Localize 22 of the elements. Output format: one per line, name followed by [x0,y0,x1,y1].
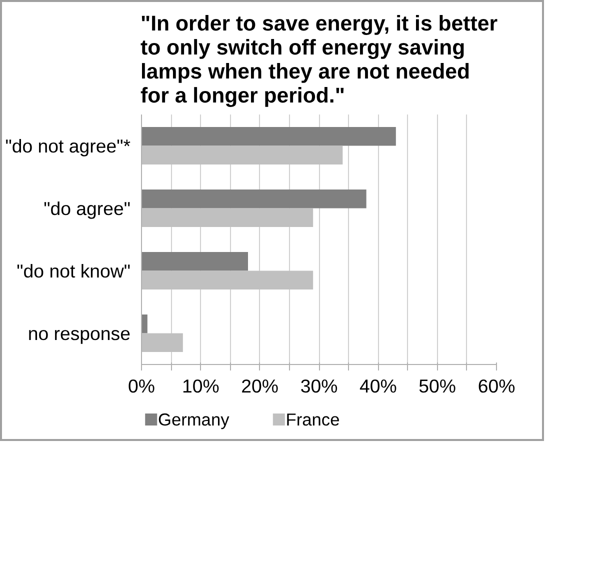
bar [142,270,314,290]
x-tick-label: 0% [128,376,155,396]
bar [142,208,314,227]
x-tick-label: 50% [418,376,456,396]
bar [142,127,396,146]
bar [142,146,343,164]
x-tick-label: 30% [300,376,338,396]
legend-label: France [286,410,340,430]
y-tick-label: "do not agree"* [5,135,131,156]
x-tick-label: 60% [478,376,516,396]
y-tick-label: "do not know" [16,260,131,282]
bar [142,314,148,334]
x-tick-label: 20% [241,376,279,396]
x-tick-label: 40% [359,376,397,396]
y-tick-label: "do agree" [44,198,131,219]
bar [142,333,183,352]
bar [142,252,248,271]
chart-title: "In order to save energy, it is better to only switch off energy saving lamps when they are not needed for a longer period." [140,12,498,108]
legend-label: Germany [158,410,230,430]
bar [142,190,366,208]
y-tick-label: no response [28,322,131,344]
x-tick-label: 10% [182,376,220,396]
